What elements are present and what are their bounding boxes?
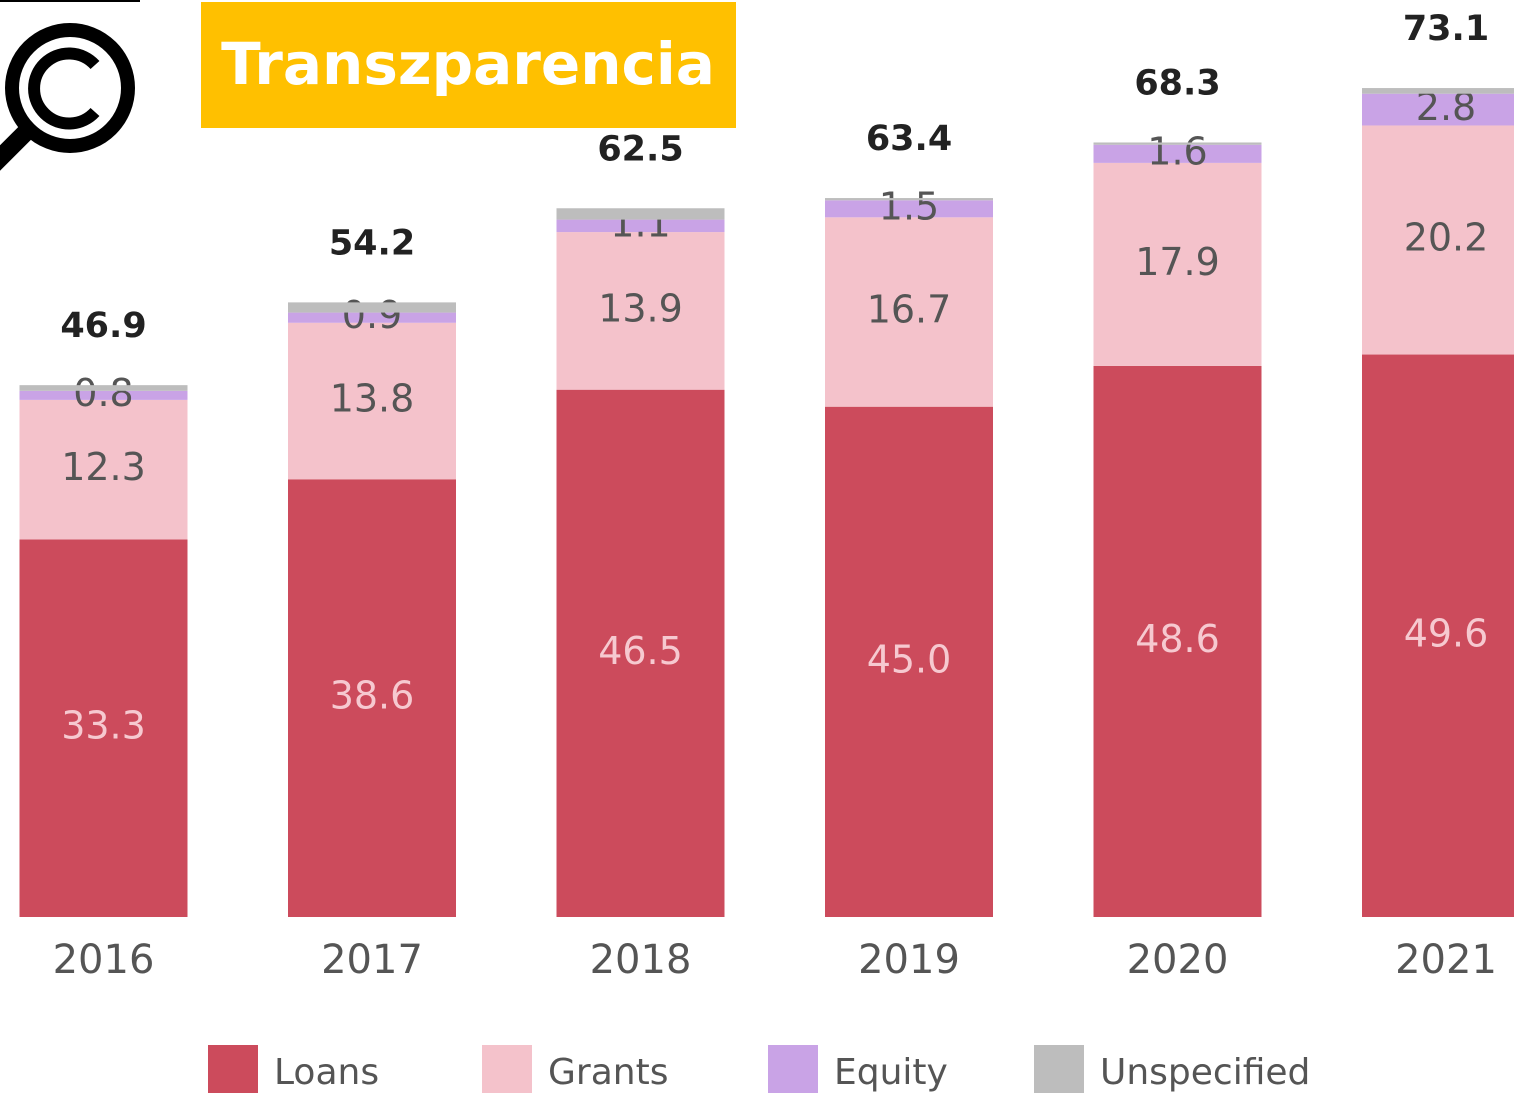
segment-label: 1.1 [610, 201, 670, 245]
legend-swatch [1034, 1045, 1084, 1093]
total-label: 54.2 [329, 223, 415, 263]
legend-label: Unspecified [1100, 1052, 1310, 1093]
x-tick-label: 2020 [1127, 937, 1229, 983]
legend-swatch [768, 1045, 818, 1093]
segment-label: 17.9 [1135, 240, 1220, 284]
bar-segment [556, 389, 725, 917]
bar-segment [556, 219, 725, 233]
x-tick-label: 2016 [53, 937, 155, 983]
segment-label: 13.9 [598, 286, 683, 330]
total-label: 46.9 [60, 306, 146, 346]
bar-segment [825, 217, 993, 407]
bar-segment [556, 208, 725, 220]
legend-label: Equity [834, 1052, 948, 1093]
segment-label: 33.3 [61, 704, 146, 748]
total-label: 63.4 [866, 119, 952, 159]
bar-segment [1362, 88, 1514, 94]
x-tick-label: 2018 [590, 937, 692, 983]
segment-label: 1.5 [879, 184, 939, 228]
logo-icon [0, 0, 140, 171]
segment-label: 12.3 [61, 445, 146, 489]
bar-segment [1362, 125, 1514, 355]
logo-text: Transzparencia [221, 30, 715, 98]
bar-segment [1093, 142, 1262, 145]
legend-swatch [482, 1045, 532, 1093]
legend-label: Grants [548, 1052, 668, 1093]
bar-segment [825, 198, 993, 201]
segment-label: 45.0 [867, 637, 952, 681]
bar-segment [19, 390, 188, 400]
segment-label: 1.6 [1147, 129, 1207, 173]
bar-segment [288, 322, 456, 480]
bar-segment [1093, 162, 1262, 366]
bar-segment [288, 312, 456, 323]
bar-segment [288, 479, 456, 917]
total-label: 68.3 [1134, 63, 1220, 103]
bar-segment [19, 399, 188, 540]
segment-label: 16.7 [867, 288, 952, 332]
legend-label: Loans [274, 1052, 379, 1093]
segment-label: 20.2 [1404, 216, 1489, 260]
legend-swatch [208, 1045, 258, 1093]
bar-segment [288, 302, 456, 313]
total-label: 73.1 [1403, 9, 1489, 49]
x-tick-label: 2017 [321, 937, 423, 983]
segment-label: 0.9 [342, 293, 402, 337]
bar-segment [825, 200, 993, 218]
bar-segment [825, 406, 993, 917]
bar-segment [19, 539, 188, 917]
bar-segment [556, 232, 725, 390]
bar-segment [1093, 365, 1262, 918]
logo-box [201, 2, 736, 128]
segment-label: 38.6 [330, 674, 415, 718]
segment-label: 48.6 [1135, 617, 1220, 661]
bar-segment [1362, 354, 1514, 917]
x-tick-label: 2021 [1395, 937, 1497, 983]
x-tick-label: 2019 [858, 937, 960, 983]
bar-segment [1362, 93, 1514, 126]
bar-segment [1093, 144, 1262, 163]
segment-label: 13.8 [330, 377, 415, 421]
plot: 33.3 12.3 0.8 46.9 2016 38.6 13.8 0.9 54.2 2017 46… [19, 9, 1514, 1093]
segment-label: 49.6 [1404, 611, 1489, 655]
segment-label: 0.8 [73, 371, 133, 415]
total-label: 62.5 [597, 129, 683, 169]
bar-segment [19, 385, 188, 391]
segment-label: 46.5 [598, 629, 683, 673]
